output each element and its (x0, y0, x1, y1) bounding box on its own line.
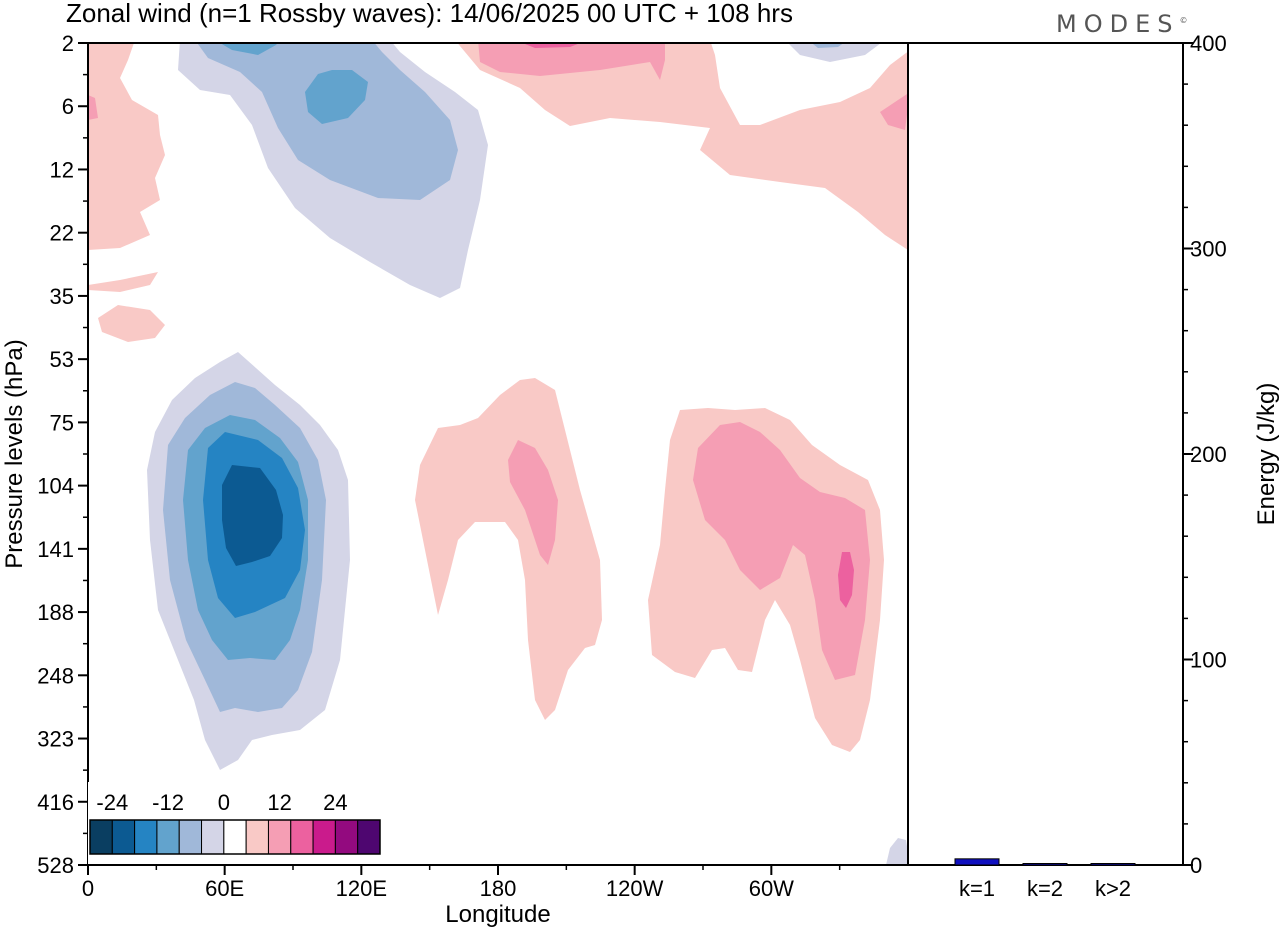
y-tick-label: 35 (50, 284, 74, 309)
x-tick-label: 60E (205, 876, 244, 901)
y-tick-label: 22 (50, 221, 74, 246)
bar-category-label: k>2 (1095, 876, 1131, 901)
y-tick-label: 2 (62, 31, 74, 56)
x-axis-title: Longitude (445, 901, 550, 928)
colorbar-swatch (290, 819, 314, 855)
colorbar-swatch (334, 819, 359, 855)
contour-band (415, 378, 602, 720)
pressure-axis: 2 6 12 22 35 53 75 104 141 188 248 323 416 528 (37, 31, 88, 878)
colorbar-swatch (312, 819, 336, 855)
y-tick-label: 188 (37, 600, 74, 625)
colorbar-swatch (178, 819, 203, 855)
contour-band (693, 422, 870, 680)
colorbar-swatch (357, 819, 381, 855)
contour-band (478, 43, 665, 80)
energy-tick-label: 0 (1190, 853, 1202, 878)
contour-band (811, 43, 844, 48)
contour-band (522, 43, 581, 48)
colorbar-label: 12 (267, 790, 291, 815)
energy-bar-chart: 0 100 200 300 400 k=1 k=2 k>2 (907, 31, 1227, 901)
energy-bar-3 (1090, 863, 1136, 866)
modes-logo: MODES© (1056, 10, 1188, 38)
colorbar-label: -24 (96, 790, 128, 815)
colorbar-swatch (245, 819, 269, 855)
y-tick-label: 323 (37, 727, 74, 752)
y-tick-label: 141 (37, 537, 74, 562)
contour-band (305, 70, 368, 124)
y-tick-label: 75 (50, 410, 74, 435)
energy-axis-title: Energy (J/kg) (1253, 383, 1280, 526)
contour-band (88, 43, 165, 250)
contour-band (508, 440, 558, 565)
y-tick-label: 248 (37, 663, 74, 688)
positive-anomaly-eastern (648, 408, 884, 752)
contour-band (98, 305, 165, 342)
contour-band (220, 43, 278, 55)
energy-tick-label: 400 (1190, 31, 1227, 56)
energy-bars (954, 858, 1136, 866)
energy-axis: 0 100 200 300 400 (1183, 31, 1227, 878)
longitude-axis: 0 60E 120E 180 120W 60W (82, 865, 841, 901)
colorbar-swatch (223, 819, 247, 855)
y-axis-title: Pressure levels (hPa) (1, 339, 28, 568)
copyright-mark: © (1179, 16, 1188, 25)
x-tick-label: 180 (480, 876, 517, 901)
colorbar-swatch (134, 819, 158, 855)
y-tick-label: 6 (62, 94, 74, 119)
colorbar-frame (89, 819, 381, 855)
colorbar-label: -12 (152, 790, 184, 815)
colorbar-swatch (201, 819, 225, 855)
bar-category-label: k=1 (959, 876, 995, 901)
contour-band (880, 93, 908, 130)
chart-title: Zonal wind (n=1 Rossby waves): 14/06/202… (66, 0, 793, 28)
positive-anomaly-central (415, 378, 602, 720)
colorbar-label: 0 (218, 790, 230, 815)
contour-band (788, 43, 881, 62)
energy-bar-labels: k=1 k=2 k>2 (959, 876, 1131, 901)
negative-anomaly-upper (178, 43, 908, 865)
energy-bar-1 (954, 858, 1000, 866)
colorbar-swatch (89, 819, 113, 855)
contour-band (88, 95, 98, 120)
energy-tick-label: 200 (1190, 442, 1227, 467)
contour-band (886, 838, 908, 865)
x-tick-label: 60W (749, 876, 794, 901)
contour-band (88, 272, 158, 292)
positive-anomaly-upper (457, 43, 908, 250)
colorbar-swatch (111, 819, 136, 855)
energy-bar-2 (1022, 863, 1068, 866)
colorbar-label: 24 (323, 790, 347, 815)
colorbar-swatch (156, 819, 180, 855)
contour-field (88, 43, 908, 865)
energy-tick-label: 100 (1190, 648, 1227, 673)
contour-band (457, 43, 908, 250)
contour-band (222, 465, 283, 566)
y-tick-label: 12 (50, 157, 74, 182)
colorbar: -24 -12 0 12 24 (88, 782, 384, 864)
energy-tick-label: 300 (1190, 237, 1227, 262)
y-tick-label: 528 (37, 853, 74, 878)
negative-anomaly-lower (147, 352, 350, 770)
y-tick-label: 416 (37, 790, 74, 815)
x-tick-label: 0 (82, 876, 94, 901)
bar-category-label: k=2 (1027, 876, 1063, 901)
y-tick-label: 53 (50, 347, 74, 372)
y-tick-label: 104 (37, 474, 74, 499)
contour-band (838, 552, 854, 608)
x-tick-label: 120W (606, 876, 664, 901)
x-tick-label: 120E (336, 876, 387, 901)
colorbar-swatch (267, 819, 292, 855)
